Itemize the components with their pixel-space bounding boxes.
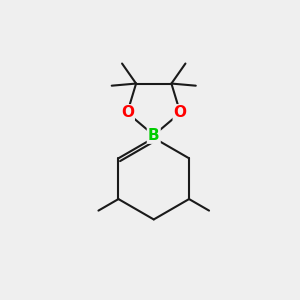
Text: O: O <box>121 105 134 120</box>
Text: O: O <box>174 105 187 120</box>
Text: B: B <box>148 128 160 143</box>
